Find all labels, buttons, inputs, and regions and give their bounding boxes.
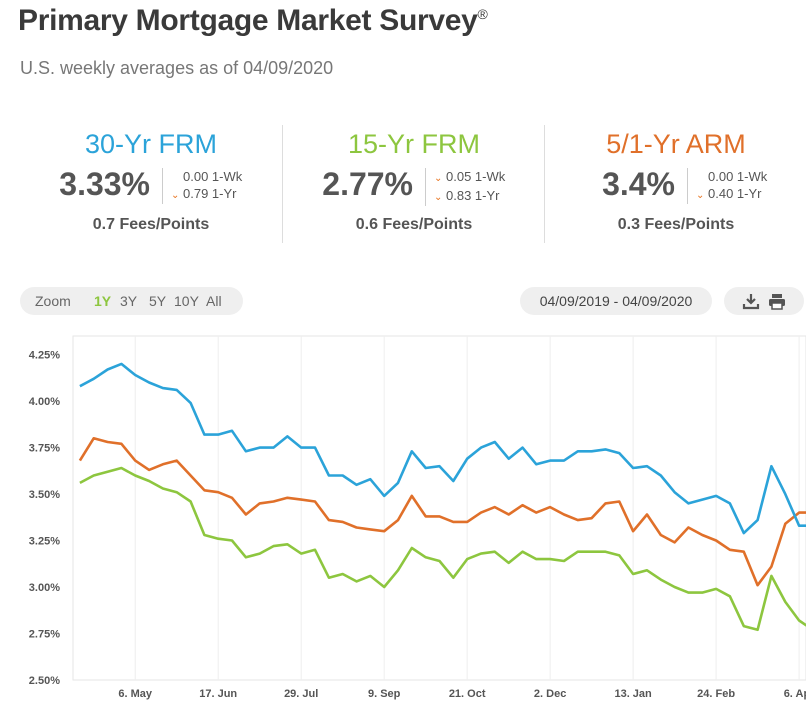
down-arrow-icon: ⌄: [434, 173, 443, 184]
wk-change: 0.00 1-Wk: [183, 169, 243, 184]
wk-change: 0.00 1-Wk: [708, 169, 768, 184]
plot-frame: [72, 335, 806, 681]
wk-change-line: 0.00 1-Wk: [171, 168, 242, 185]
yr-change: 0.83 1-Yr: [446, 188, 500, 203]
stat-fees: 0.3 Fees/Points: [617, 216, 735, 233]
page-subtitle: U.S. weekly averages as of 04/09/2020: [20, 58, 334, 78]
stat-row: 2.77% ⌄ 0.05 1-Wk ⌄ 0.83 1-Yr: [283, 166, 545, 214]
x-axis-ticks: 6. May 17. Jun 29. Jul 9. Sep 21. Oct 2. Dec 1…: [118, 688, 806, 700]
x-tick-label: 21. Oct: [449, 688, 486, 700]
zoom-all-button[interactable]: All: [206, 293, 222, 309]
x-tick-label: 17. Jun: [199, 688, 237, 700]
zoom-5y-button[interactable]: 5Y: [149, 293, 167, 309]
y-tick-label: 2.75%: [29, 629, 60, 641]
series-lines: [78, 362, 806, 632]
y-tick-label: 3.25%: [29, 536, 60, 548]
y-tick-label: 3.75%: [29, 443, 60, 455]
print-icon[interactable]: [768, 293, 786, 310]
stat-rate: 2.77%: [322, 166, 413, 202]
x-tick-label: 13. Jan: [614, 688, 652, 700]
registered-mark: ®: [477, 6, 488, 22]
stat-name: 30-Yr FRM: [84, 129, 217, 159]
stat-30yr-frm: 30-Yr FRM 3.33% 0.00 1-Wk ⌄ 0.79 1-Yr 0.7…: [20, 125, 282, 243]
series-line-30-yr-frm: [79, 362, 806, 535]
y-tick-label: 3.00%: [29, 582, 60, 594]
rate-chart: 4.25% 4.00% 3.75% 3.50% 3.25% 3.00% 2.75% 2.50%…: [29, 335, 806, 700]
down-arrow-icon: ⌄: [434, 192, 443, 203]
stat-name: 15-Yr FRM: [347, 129, 480, 159]
stat-rate: 3.33%: [59, 166, 150, 202]
zoom-3y-button[interactable]: 3Y: [120, 293, 138, 309]
yr-change: 0.40 1-Yr: [708, 186, 762, 201]
y-tick-label: 4.25%: [29, 350, 60, 362]
stat-fees: 0.7 Fees/Points: [92, 216, 210, 233]
x-tick-label: 6. May: [118, 688, 153, 700]
x-tick-label: 2. Dec: [534, 688, 566, 700]
yr-change-line: ⌄ 0.83 1-Yr: [434, 187, 505, 206]
y-tick-label: 2.50%: [29, 675, 60, 687]
stat-name: 5/1-Yr ARM: [606, 129, 746, 159]
down-arrow-icon: ⌄: [171, 190, 180, 201]
stat-changes: 0.00 1-Wk ⌄ 0.40 1-Yr: [687, 168, 767, 204]
stat-changes: 0.00 1-Wk ⌄ 0.79 1-Yr: [162, 168, 242, 204]
stat-fees: 0.6 Fees/Points: [355, 216, 473, 233]
x-tick-label: 24. Feb: [697, 688, 735, 700]
wk-change-line: 0.00 1-Wk: [696, 168, 767, 185]
stat-rate: 3.4%: [602, 166, 675, 202]
zoom-10y-button[interactable]: 10Y: [174, 293, 199, 309]
stat-5-1-arm: 5/1-Yr ARM 3.4% 0.00 1-Wk ⌄ 0.40 1-Yr 0.3…: [544, 125, 806, 243]
yr-change-line: ⌄ 0.79 1-Yr: [171, 185, 242, 204]
rate-summary: 30-Yr FRM 3.33% 0.00 1-Wk ⌄ 0.79 1-Yr 0.7…: [20, 125, 806, 243]
zoom-label: Zoom: [35, 293, 71, 309]
down-arrow-icon: ⌄: [696, 190, 705, 201]
y-tick-label: 3.50%: [29, 489, 60, 501]
stat-row: 3.33% 0.00 1-Wk ⌄ 0.79 1-Yr: [20, 166, 282, 214]
series-line-15-yr-frm: [79, 466, 806, 632]
x-tick-label: 6. Apr: [784, 688, 806, 700]
stat-changes: ⌄ 0.05 1-Wk ⌄ 0.83 1-Yr: [425, 168, 505, 206]
stat-row: 3.4% 0.00 1-Wk ⌄ 0.40 1-Yr: [545, 166, 806, 214]
zoom-1y-button[interactable]: 1Y: [94, 293, 112, 309]
wk-change: 0.05 1-Wk: [446, 169, 506, 184]
wk-change-line: ⌄ 0.05 1-Wk: [434, 168, 505, 187]
x-tick-label: 29. Jul: [284, 688, 318, 700]
stat-15yr-frm: 15-Yr FRM 2.77% ⌄ 0.05 1-Wk ⌄ 0.83 1-Yr 0.…: [282, 125, 545, 243]
page-title-text: Primary Mortgage Market Survey: [18, 4, 478, 37]
x-tick-label: 9. Sep: [368, 688, 401, 700]
zoom-bar: Zoom 1Y 3Y 5Y 10Y All: [20, 287, 243, 315]
download-icon[interactable]: [742, 293, 760, 310]
date-range-selector[interactable]: 04/09/2019 - 04/09/2020: [520, 287, 712, 315]
yr-change: 0.79 1-Yr: [183, 186, 237, 201]
gridlines: [72, 335, 806, 681]
export-tools: [724, 287, 804, 315]
y-axis-ticks: 4.25% 4.00% 3.75% 3.50% 3.25% 3.00% 2.75% 2.50%: [29, 350, 60, 687]
page-title: Primary Mortgage Market Survey®: [18, 4, 488, 38]
series-line-5-1-yr-arm: [78, 437, 806, 587]
yr-change-line: ⌄ 0.40 1-Yr: [696, 185, 767, 204]
y-tick-label: 4.00%: [29, 396, 60, 408]
